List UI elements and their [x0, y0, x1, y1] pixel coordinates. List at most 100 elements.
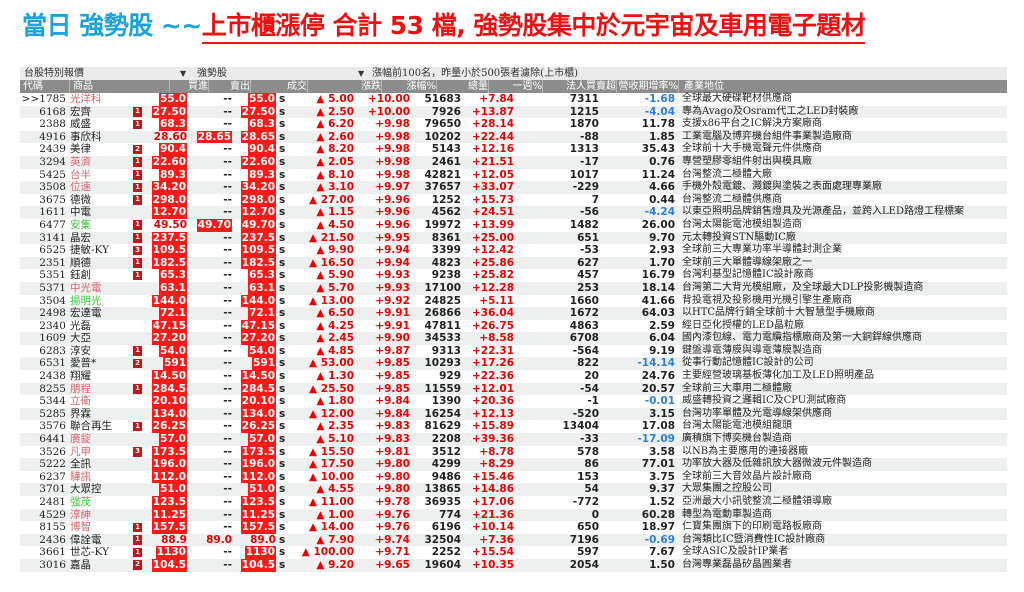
stock-code: 2439 [39, 143, 66, 156]
ask-price: -- [223, 508, 232, 521]
table-row[interactable]: 5222 全訊 196.0 -- 196.0 ▲ 17.50 +9.80 4299 +8.29 8… [20, 458, 1007, 471]
week-percent: +8.58 [479, 332, 514, 345]
table-row[interactable]: 4529 淳紳 11.25 -- 11.25 ▲ 1.00 +9.76 774 +21.36 0 6… [20, 508, 1007, 522]
table-row[interactable]: 2436 偉詮電 88.9 89.0 89.0 ▲ 7.90 +9.74 32504 +7.36… [20, 533, 1007, 547]
institutional-net: -33 [580, 433, 599, 446]
stock-code: 2498 [39, 307, 66, 320]
table-row[interactable]: 8255 朋程 284.5 -- 284.5 ▲ 25.50 +9.85 11559 +12.0… [20, 382, 1007, 396]
industry-position: 以NB為主要應用的連接器廠 [682, 445, 809, 457]
col-week-pct[interactable]: 一週% [490, 80, 543, 93]
menu-quote-type[interactable]: 台股特別報價 [24, 68, 84, 79]
col-volume[interactable]: 總量 [438, 80, 489, 93]
bid-price: 90.4 [159, 143, 187, 156]
table-row[interactable]: 4916 事欣科 28.60 28.65 28.65 ▲ 2.60 +9.98 10202 +2… [20, 130, 1007, 144]
total-volume: 7926 [431, 105, 461, 118]
ask-price: -- [223, 206, 232, 219]
col-industry[interactable]: 產業地位 [684, 81, 724, 92]
table-row[interactable]: 2351 順德 182.5 -- 182.5 ▲ 16.50 +9.94 4823 +25.86… [20, 256, 1007, 270]
industry-position: 全球前三大專業功率半導體封測企業 [682, 244, 842, 256]
last-price: 26.25 [240, 420, 276, 434]
table-row[interactable]: 5351 鈺創 65.3 -- 65.3 ▲ 5.90 +9.93 9238 +25.82 457… [20, 269, 1007, 282]
table-row[interactable]: 3294 英濟 22.60 -- 22.60 ▲ 2.05 +9.98 2461 +21.51 -… [20, 155, 1007, 169]
stock-code: 3504 [39, 294, 66, 307]
table-row[interactable]: 6477 安集 49.50 49.70 49.70 ▲ 4.50 +9.96 19972 +13… [20, 218, 1007, 232]
table-row[interactable]: 3576 聯合再生 26.25 -- 26.25 ▲ 2.35 +9.83 81629 +15.… [20, 420, 1007, 434]
table-row[interactable]: 3661 世芯-KY 1130 -- 1130 ▲ 100.00 +9.71 2252 +15.… [20, 546, 1007, 559]
table-row[interactable]: 1611 中電 12.70 -- 12.70 ▲ 1.15 +9.96 4562 +24.51 -… [20, 206, 1007, 219]
change-percent: +9.90 [375, 332, 410, 345]
table-row[interactable]: 2388 威盛 68.3 -- 68.3 ▲ 6.20 +9.98 79650 +28.14 18… [20, 118, 1007, 131]
table-row[interactable]: 1609 大亞 27.20 -- 27.20 ▲ 2.45 +9.90 34533 +8.58 6… [20, 332, 1007, 345]
ask-price: -- [223, 470, 232, 483]
table-row[interactable]: 6525 捷敏-KY 109.5 -- 109.5 ▲ 9.90 +9.94 3399 +12.… [20, 244, 1007, 257]
table-row[interactable]: 3016 嘉晶 104.5 -- 104.5 ▲ 9.20 +9.65 19604 +10.35… [20, 558, 1007, 572]
dropdown-icon[interactable]: ▼ [180, 69, 187, 78]
revenue-growth: 16.79 [641, 269, 675, 282]
table-row[interactable]: 2498 宏達電 72.1 -- 72.1 ▲ 6.50 +9.91 26866 +36.04 1… [20, 307, 1007, 320]
week-percent: +33.07 [471, 181, 514, 194]
total-volume: 37657 [424, 181, 461, 194]
last-suffix: s [279, 319, 286, 332]
menu-strong-stocks[interactable]: 強勢股 [197, 68, 227, 79]
col-bid[interactable]: 買進 [170, 80, 209, 93]
col-revenue-growth[interactable]: 營收期增率% [618, 80, 679, 93]
price-change: ▲ 7.90 [316, 533, 354, 546]
table-row[interactable]: >>1785 光洋科 55.0 -- 55.0 ▲ 5.00 +10.00 51683 +7.8… [20, 93, 1007, 106]
col-change-pct[interactable]: 漲幅% [383, 80, 437, 93]
revenue-growth: 1.85 [649, 130, 675, 143]
table-row[interactable]: 3504 揚明光 144.0 -- 144.0 ▲ 13.00 +9.92 24825 +5.1… [20, 294, 1007, 308]
table-row[interactable]: 6441 廣錠 57.0 -- 57.0 ▲ 5.10 +9.83 2208 +39.36 -33… [20, 433, 1007, 446]
table-row[interactable]: 5371 中光電 63.1 -- 63.1 ▲ 5.70 +9.93 17100 +12.28 2… [20, 281, 1007, 295]
industry-position: 威盛轉投資之邏輯IC及CPU測試廠商 [682, 395, 847, 407]
last-suffix: s [279, 281, 286, 294]
last-suffix: s [279, 218, 286, 231]
revenue-growth: -0.69 [644, 533, 675, 546]
institutional-net: 253 [577, 281, 599, 294]
col-change[interactable]: 漲跌 [309, 80, 382, 93]
bid-price: 26.25 [151, 420, 187, 434]
table-row[interactable]: 6531 愛普* 591 -- 591 ▲ 53.00 +9.85 10293 +17.26 82… [20, 357, 1007, 371]
stock-code: >>1785 [21, 93, 66, 105]
table-row[interactable]: 2438 翔耀 14.50 -- 14.50 ▲ 1.30 +9.85 929 +22.36 20… [20, 370, 1007, 383]
table-row[interactable]: 3701 大眾控 51.0 -- 51.0 ▲ 4.55 +9.80 13865 +14.86 5… [20, 483, 1007, 496]
ask-price: -- [223, 521, 232, 534]
col-ask[interactable]: 賣出 [210, 80, 251, 93]
week-percent: +12.01 [471, 382, 514, 395]
col-name[interactable]: 商品 [70, 80, 170, 93]
industry-position: 台灣太陽能電池模組製造商 [682, 218, 802, 230]
stock-code: 3016 [39, 558, 66, 571]
table-row[interactable]: 6237 驊訊 112.0 -- 112.0 ▲ 10.00 +9.80 9486 +15.46… [20, 470, 1007, 484]
institutional-net: 2054 [569, 558, 599, 571]
week-percent: +39.36 [471, 433, 514, 446]
table-row[interactable]: 6168 宏齊 27.50 -- 27.50 ▲ 2.50 +10.00 7926 +13.87… [20, 105, 1007, 119]
table-row[interactable]: 6283 淳安 54.0 -- 54.0 ▲ 4.85 +9.87 9313 +22.31 -56… [20, 344, 1007, 358]
price-change: ▲ 4.55 [316, 483, 354, 496]
table-row[interactable]: 3526 凡甲 173.5 -- 173.5 ▲ 15.50 +9.81 3512 +8.78 5… [20, 445, 1007, 459]
table-row[interactable]: 3141 晶宏 237.5 -- 237.5 ▲ 21.50 +9.95 8361 +25.00… [20, 231, 1007, 245]
col-code[interactable]: 代碼 [20, 80, 70, 93]
revenue-growth: 2.59 [649, 319, 675, 332]
ask-price: -- [223, 93, 232, 105]
bid-price: 63.1 [159, 281, 187, 295]
col-last[interactable]: 成交 [252, 80, 308, 93]
table-row[interactable]: 3508 位速 34.20 -- 34.20 ▲ 3.10 +9.97 37657 +33.07… [20, 181, 1007, 194]
table-row[interactable]: 2439 美律 90.4 -- 90.4 ▲ 8.20 +9.98 5143 +12.16 131… [20, 143, 1007, 156]
last-price: 196.0 [240, 458, 276, 471]
col-institutional[interactable]: 法人買賣超 [544, 80, 617, 93]
table-row[interactable]: 2340 光磊 47.15 -- 47.15 ▲ 4.25 +9.91 47811 +26.75… [20, 319, 1007, 333]
industry-position: 全球前十大手機電聲元件供應商 [682, 143, 822, 155]
stock-code: 2388 [39, 118, 66, 131]
table-row[interactable]: 5344 立衛 20.10 -- 20.10 ▲ 1.80 +9.84 1390 +20.36 -… [20, 395, 1007, 408]
change-percent: +9.95 [375, 231, 410, 244]
week-percent: +15.54 [471, 546, 514, 559]
table-row[interactable]: 8155 博智 157.5 -- 157.5 ▲ 14.00 +9.76 6196 +10.14… [20, 521, 1007, 534]
week-percent: +36.04 [471, 307, 514, 320]
stock-code: 5285 [39, 407, 66, 420]
price-change: ▲ 12.00 [309, 407, 354, 420]
table-row[interactable]: 3675 德微 298.0 -- 298.0 ▲ 27.00 +9.96 1252 +15.73… [20, 193, 1007, 207]
table-row[interactable]: 5285 界霖 134.0 -- 134.0 ▲ 12.00 +9.84 16254 +12.1… [20, 407, 1007, 421]
table-row[interactable]: 2481 強茂 123.5 -- 123.5 ▲ 11.00 +9.78 36935 +17.0… [20, 496, 1007, 509]
dropdown-icon[interactable]: ▼ [358, 69, 365, 78]
total-volume: 3512 [431, 445, 461, 458]
table-row[interactable]: 5425 台半 89.3 -- 89.3 ▲ 8.10 +9.98 42821 +12.05 10… [20, 168, 1007, 182]
